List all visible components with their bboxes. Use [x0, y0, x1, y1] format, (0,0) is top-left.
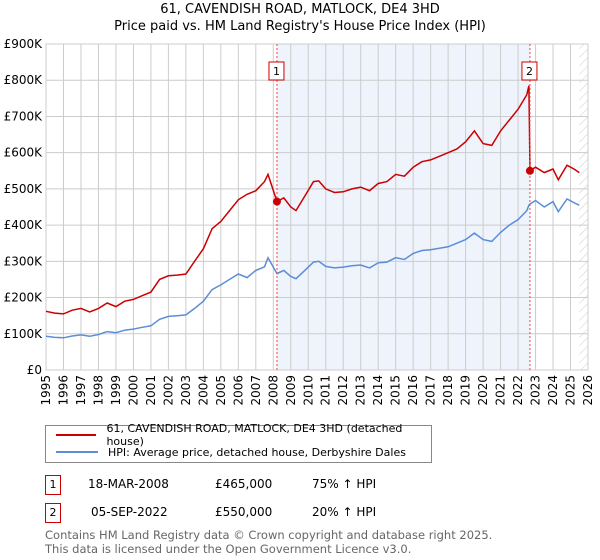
x-tick-label: 2001 — [144, 375, 158, 406]
sale-point — [272, 197, 281, 206]
sale-hpi-diff: 75% ↑ HPI — [312, 477, 377, 491]
x-tick-label: 2007 — [249, 375, 263, 406]
legend-label: 61, CAVENDISH ROAD, MATLOCK, DE4 3HD (de… — [106, 422, 403, 448]
y-tick-label: £300K — [4, 254, 44, 268]
x-tick-label: 2020 — [476, 375, 490, 406]
x-tick-label: 2004 — [196, 375, 210, 406]
y-tick-label: £100K — [4, 327, 44, 341]
y-tick-label: £700K — [4, 109, 44, 123]
sale-hpi-diff: 20% ↑ HPI — [312, 505, 377, 519]
legend-item-property: 61, CAVENDISH ROAD, MATLOCK, DE4 3HD (de… — [56, 422, 431, 448]
x-tick-label: 1999 — [109, 375, 123, 406]
x-tick-label: 2026 — [581, 375, 595, 406]
x-tick-label: 2012 — [336, 375, 350, 406]
sale-marker-label: 2 — [45, 503, 61, 523]
sale-marker-label: 2 — [526, 65, 533, 78]
x-tick-label: 2019 — [459, 375, 473, 406]
x-tick-label: 2008 — [266, 375, 280, 406]
sale-marker-box — [521, 61, 538, 81]
x-tick-label: 2013 — [354, 375, 368, 406]
x-tick-label: 2022 — [511, 375, 525, 406]
sale-marker-box — [268, 61, 285, 81]
sale-point — [525, 166, 534, 175]
sale-date: 05-SEP-2022 — [91, 505, 168, 519]
x-tick-label: 2021 — [494, 375, 508, 406]
sale-date: 18-MAR-2008 — [88, 477, 169, 491]
price-paid-line — [45, 85, 580, 315]
y-tick-label: £500K — [4, 182, 44, 196]
plot-border — [45, 43, 589, 371]
footer-licence: This data is licensed under the Open Gov… — [45, 542, 412, 556]
x-tick-label: 2003 — [179, 375, 193, 406]
forecast-hatch — [579, 44, 588, 370]
sale-marker-label: 1 — [45, 475, 61, 495]
x-tick-label: 1997 — [74, 375, 88, 406]
x-tick-label: 2009 — [284, 375, 298, 406]
x-tick-label: 2017 — [424, 375, 438, 406]
footer: Contains HM Land Registry data © Crown c… — [45, 528, 492, 556]
y-tick-label: £400K — [4, 218, 44, 232]
x-tick-label: 1995 — [39, 375, 53, 406]
legend: 61, CAVENDISH ROAD, MATLOCK, DE4 3HD (de… — [45, 422, 432, 463]
x-tick-label: 2006 — [231, 375, 245, 406]
x-tick-label: 2024 — [546, 375, 560, 406]
x-tick-label: 1996 — [56, 375, 70, 406]
x-tick-label: 2014 — [371, 375, 385, 406]
chart-title: 61, CAVENDISH ROAD, MATLOCK, DE4 3HD — [160, 2, 440, 17]
y-tick-label: £800K — [4, 73, 44, 87]
x-tick-label: 2011 — [319, 375, 333, 406]
y-tick-label: £600K — [4, 146, 44, 160]
sale-price: £550,000 — [215, 505, 273, 519]
x-tick-label: 2025 — [564, 375, 578, 406]
hpi-line — [45, 198, 580, 339]
sale-period-shading — [276, 44, 530, 370]
chart-subtitle: Price paid vs. HM Land Registry's House … — [114, 19, 486, 34]
sale-price: £465,000 — [215, 477, 273, 491]
x-tick-label: 1998 — [91, 375, 105, 406]
legend-label: HPI: Average price, detached house, Derb… — [108, 445, 406, 459]
legend-swatch-blue — [56, 451, 98, 453]
x-tick-label: 2023 — [529, 375, 543, 406]
y-tick-label: £0 — [27, 363, 42, 377]
footer-copyright: Contains HM Land Registry data © Crown c… — [45, 528, 493, 542]
y-tick-label: £900K — [4, 37, 44, 51]
legend-swatch-red — [56, 434, 97, 436]
x-tick-label: 2002 — [161, 375, 175, 406]
x-tick-label: 2016 — [406, 375, 420, 406]
y-tick-label: £200K — [4, 291, 44, 305]
legend-item-hpi: HPI: Average price, detached house, Derb… — [56, 444, 406, 460]
x-tick-label: 2018 — [441, 375, 455, 406]
sale-marker-label: 1 — [273, 65, 280, 78]
x-tick-label: 2010 — [301, 375, 315, 406]
x-tick-label: 2015 — [389, 375, 403, 406]
x-tick-label: 2005 — [214, 375, 228, 406]
x-tick-label: 2000 — [126, 375, 140, 406]
